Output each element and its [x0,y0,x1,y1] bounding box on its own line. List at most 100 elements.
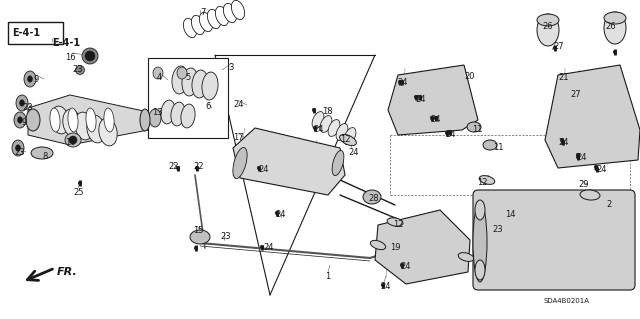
Ellipse shape [87,115,105,143]
Circle shape [312,108,316,112]
Ellipse shape [65,133,81,147]
Text: 23: 23 [22,103,33,112]
Bar [148,58,228,138]
Ellipse shape [580,190,600,200]
Ellipse shape [475,200,485,220]
Circle shape [553,46,557,50]
Ellipse shape [149,109,161,127]
Text: 17: 17 [233,133,244,142]
Ellipse shape [12,140,24,156]
Text: 20: 20 [464,72,474,81]
Ellipse shape [191,15,205,35]
Text: 8: 8 [42,152,47,161]
Text: 4: 4 [157,73,163,82]
Ellipse shape [223,4,237,23]
Circle shape [313,126,317,130]
Ellipse shape [68,108,78,132]
FancyBboxPatch shape [473,190,635,290]
Text: 12: 12 [340,135,351,144]
Circle shape [594,165,598,169]
Ellipse shape [184,19,196,38]
Text: 24: 24 [596,165,607,174]
Ellipse shape [104,108,114,132]
Text: 29: 29 [578,180,589,189]
Text: 2: 2 [606,200,611,209]
Ellipse shape [171,102,185,126]
Text: 24: 24 [313,125,323,134]
Text: 24: 24 [576,153,586,162]
Text: 23: 23 [14,148,24,157]
Text: 24: 24 [558,138,568,147]
Polygon shape [28,95,148,145]
Ellipse shape [15,145,20,151]
Ellipse shape [86,108,96,132]
Text: 26: 26 [605,22,616,31]
Circle shape [257,166,261,170]
Circle shape [613,50,617,54]
Text: 22: 22 [193,162,204,171]
Ellipse shape [473,202,487,282]
Ellipse shape [14,112,26,128]
Ellipse shape [371,240,386,250]
Text: 11: 11 [493,143,504,152]
Ellipse shape [604,12,626,24]
Text: E-4-1: E-4-1 [12,28,40,38]
Text: 7: 7 [200,8,205,17]
Circle shape [275,211,279,215]
Ellipse shape [475,260,485,280]
Ellipse shape [200,12,212,32]
Ellipse shape [344,128,356,145]
Text: 10: 10 [65,138,76,147]
Ellipse shape [340,134,356,145]
Circle shape [78,181,82,185]
Circle shape [576,153,580,157]
Circle shape [69,136,77,144]
Circle shape [561,140,564,144]
Text: 27: 27 [553,42,564,51]
Ellipse shape [99,118,117,146]
Circle shape [195,166,199,170]
Ellipse shape [216,6,228,26]
Text: 24: 24 [263,243,273,252]
Text: 24: 24 [233,100,243,109]
Ellipse shape [82,48,98,64]
Ellipse shape [202,72,218,100]
Ellipse shape [467,122,481,132]
Polygon shape [375,210,470,284]
Ellipse shape [336,123,348,140]
Ellipse shape [50,108,60,132]
Text: 25: 25 [73,188,83,197]
Polygon shape [233,128,345,195]
Circle shape [85,51,95,61]
Circle shape [560,138,564,142]
Ellipse shape [181,104,195,128]
Ellipse shape [479,176,495,184]
Text: 15: 15 [193,226,204,235]
Ellipse shape [153,67,163,79]
Text: 13: 13 [152,108,163,117]
Ellipse shape [172,66,188,94]
Text: 14: 14 [505,210,515,219]
Text: 19: 19 [390,243,401,252]
Text: 12: 12 [393,220,403,229]
Ellipse shape [20,100,24,106]
Text: E-4-1: E-4-1 [52,38,80,48]
Ellipse shape [537,14,559,46]
Ellipse shape [207,9,221,29]
Ellipse shape [387,218,403,226]
Bar [8,22,63,44]
Ellipse shape [190,230,210,244]
Text: 24: 24 [400,262,410,271]
Circle shape [398,80,402,84]
Text: 23: 23 [492,225,502,234]
Text: 9: 9 [33,75,38,84]
Circle shape [434,116,438,120]
Text: 22: 22 [168,162,179,171]
Ellipse shape [192,70,208,98]
Text: 27: 27 [570,90,580,99]
Ellipse shape [604,12,626,44]
Text: 24: 24 [258,165,269,174]
Ellipse shape [161,100,175,124]
Text: 23: 23 [220,232,230,241]
Ellipse shape [537,14,559,26]
